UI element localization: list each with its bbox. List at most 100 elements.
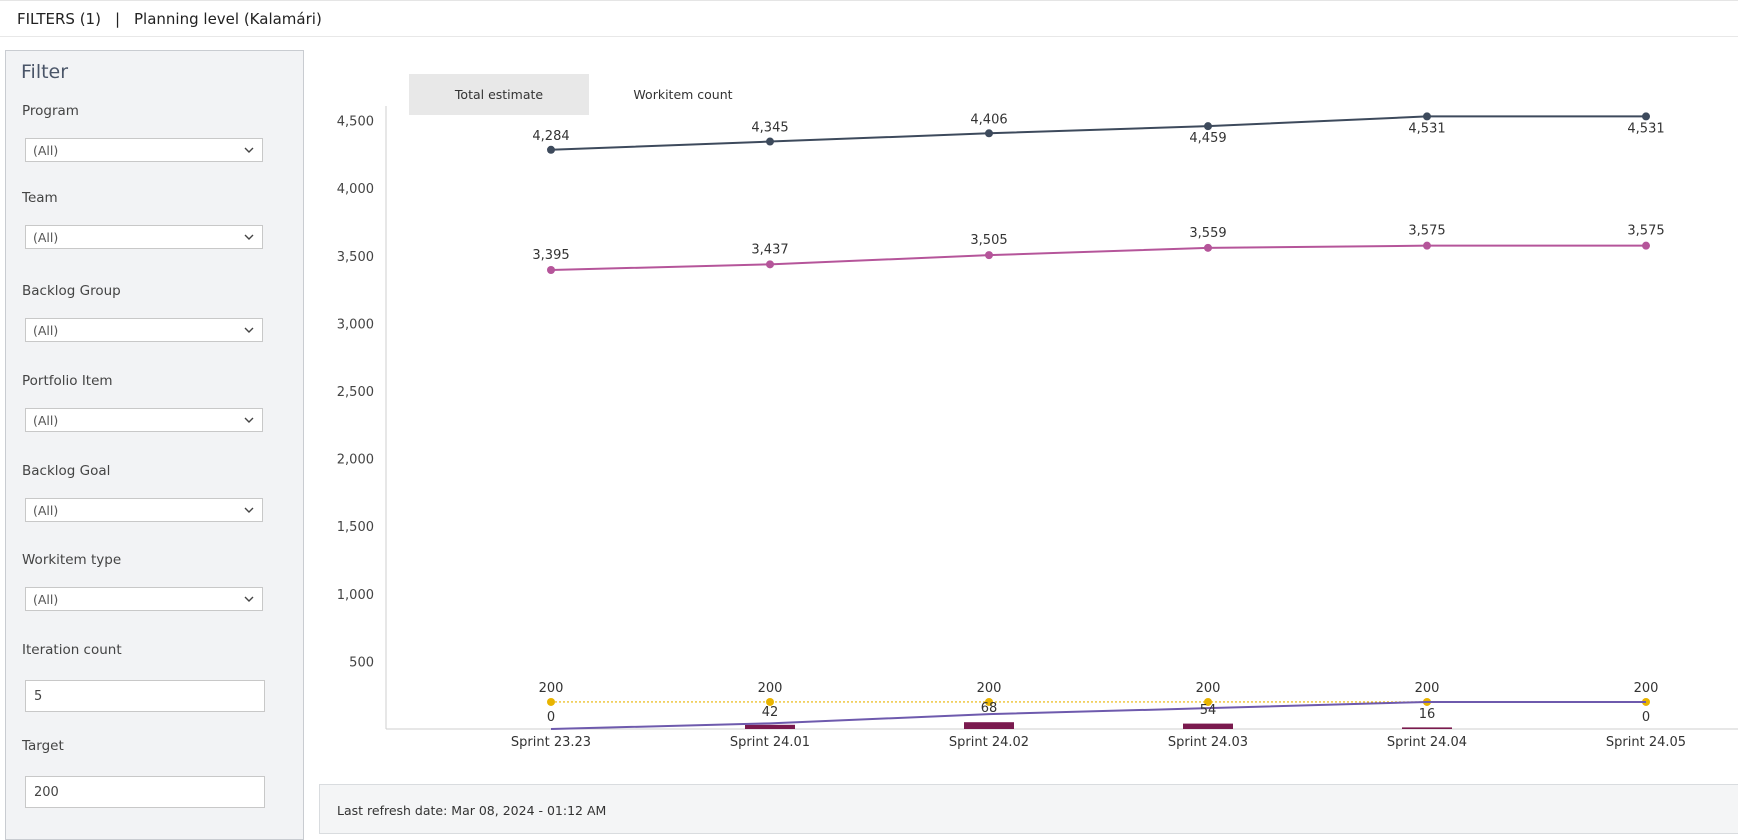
data-point-target [985, 697, 993, 706]
data-label-pink: 3,559 [1189, 226, 1226, 241]
data-label-target: 200 [758, 681, 783, 696]
chevron-down-icon [244, 507, 254, 513]
data-label-target: 200 [977, 681, 1002, 696]
data-label-pink: 3,395 [532, 248, 569, 263]
data-label-target: 200 [1196, 681, 1221, 696]
target-input[interactable]: 200 [25, 776, 265, 808]
data-point-pink [1642, 241, 1650, 250]
x-tick-label: Sprint 23.23 [511, 735, 591, 750]
data-label-pink: 3,575 [1627, 224, 1664, 239]
bar [745, 724, 795, 729]
total-estimate-chart: 500 1,000 1,500 2,000 2,500 3,000 3,500 4,000 4,… [337, 106, 1738, 750]
data-point-total [1204, 122, 1212, 131]
chevron-down-icon [244, 147, 254, 153]
data-label-total: 4,531 [1627, 121, 1664, 136]
data-label-target: 200 [1634, 681, 1659, 696]
y-tick-label: 1,000 [337, 588, 374, 603]
bar [1183, 723, 1233, 729]
portfolio-item-label: Portfolio Item [22, 373, 113, 389]
team-label: Team [22, 190, 58, 206]
backlog-goal-select[interactable]: (All) [25, 498, 263, 522]
series-line-pink [550, 244, 1646, 271]
data-label-target: 200 [1415, 681, 1440, 696]
portfolio-item-select[interactable]: (All) [25, 408, 263, 432]
filter-panel: Filter Program (All) Team (All) Backlog … [5, 50, 304, 840]
y-tick-label: 3,500 [337, 250, 374, 265]
data-label-bar: 0 [547, 710, 555, 725]
backlog-group-label: Backlog Group [22, 283, 121, 299]
workitem-type-label: Workitem type [22, 552, 122, 568]
data-point-total [547, 145, 555, 154]
header-bar: FILTERS (1) | Planning level (Kalamári) [0, 0, 1738, 37]
iteration-count-input[interactable]: 5 [25, 680, 265, 712]
bar [964, 722, 1014, 729]
y-tick-label: 2,500 [337, 385, 374, 400]
data-label-total: 4,459 [1189, 131, 1226, 146]
filters-toggle[interactable]: FILTERS (1) [17, 9, 101, 28]
data-label-total: 4,284 [532, 129, 569, 144]
refresh-footer: Last refresh date: Mar 08, 2024 - 01:12 … [319, 784, 1738, 834]
iteration-count-label: Iteration count [22, 642, 122, 658]
tab-total-estimate[interactable]: Total estimate [409, 74, 589, 115]
data-label-pink: 3,505 [970, 233, 1007, 248]
backlog-goal-select-value: (All) [33, 502, 59, 518]
tab-total-estimate-label: Total estimate [454, 87, 544, 102]
x-tick-label: Sprint 24.04 [1387, 735, 1467, 750]
series-line-total [550, 115, 1646, 151]
program-label: Program [22, 103, 79, 119]
data-point-pink [766, 260, 774, 269]
data-label-target: 200 [539, 681, 564, 696]
data-point-pink [1204, 243, 1212, 252]
chevron-down-icon [244, 596, 254, 602]
data-label-pink: 3,575 [1408, 224, 1445, 239]
data-label-total: 4,345 [751, 121, 788, 136]
target-value: 200 [34, 784, 59, 800]
data-label-pink: 3,437 [751, 242, 788, 257]
data-point-target [1204, 697, 1212, 706]
program-select[interactable]: (All) [25, 138, 263, 162]
chevron-down-icon [244, 417, 254, 423]
y-tick-label: 2,000 [337, 453, 374, 468]
target-label: Target [22, 738, 64, 754]
backlog-group-select-value: (All) [33, 322, 59, 338]
header-separator: | [114, 9, 121, 28]
data-label-total: 4,531 [1408, 121, 1445, 136]
portfolio-item-select-value: (All) [33, 412, 59, 428]
y-tick-label: 3,000 [337, 317, 374, 332]
backlog-group-select[interactable]: (All) [25, 318, 263, 342]
data-point-total [1642, 112, 1650, 121]
x-tick-label: Sprint 24.03 [1168, 735, 1248, 750]
iteration-count-value: 5 [34, 688, 43, 704]
y-tick-label: 500 [349, 655, 374, 670]
team-select-value: (All) [33, 229, 59, 245]
x-tick-label: Sprint 24.01 [730, 735, 810, 750]
data-label-bar: 54 [1200, 703, 1217, 718]
y-tick-label: 4,000 [337, 182, 374, 197]
data-point-target [547, 697, 555, 706]
team-select[interactable]: (All) [25, 225, 263, 249]
workitem-type-select-value: (All) [33, 591, 59, 607]
workitem-type-select[interactable]: (All) [25, 587, 263, 611]
data-label-bar: 0 [1642, 710, 1650, 725]
bar [1402, 727, 1452, 729]
data-point-pink [985, 251, 993, 260]
data-point-total [1423, 112, 1431, 121]
data-point-target [766, 697, 774, 706]
data-label-bar: 16 [1419, 707, 1436, 722]
tab-workitem-count[interactable]: Workitem count [589, 74, 777, 115]
last-refresh-text: Last refresh date: Mar 08, 2024 - 01:12 … [337, 803, 607, 818]
data-point-total [766, 137, 774, 146]
x-tick-label: Sprint 24.02 [949, 735, 1029, 750]
y-tick-label: 1,500 [337, 520, 374, 535]
data-point-total [985, 129, 993, 138]
data-point-pink [1423, 241, 1431, 250]
data-label-bar: 42 [762, 705, 779, 720]
filter-panel-title: Filter [21, 61, 69, 83]
x-tick-label: Sprint 24.05 [1606, 735, 1686, 750]
program-select-value: (All) [33, 142, 59, 158]
data-label-bar: 68 [981, 701, 998, 716]
chevron-down-icon [244, 234, 254, 240]
data-label-total: 4,406 [970, 112, 1007, 127]
data-point-pink [547, 265, 555, 274]
series-line-purple [550, 700, 1646, 730]
